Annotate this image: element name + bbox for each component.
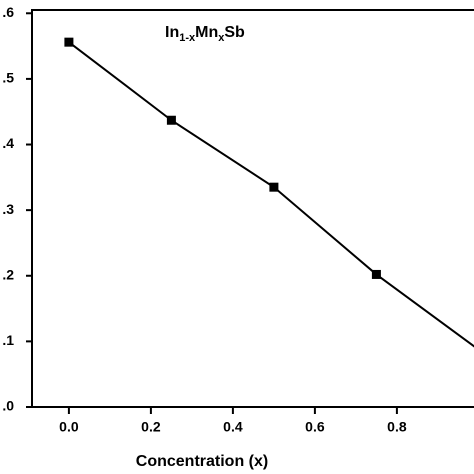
y-tick-label: .0 bbox=[2, 398, 14, 414]
data-point bbox=[166, 115, 176, 125]
x-tick-label: 0.2 bbox=[141, 419, 161, 435]
annotation-part: Mn bbox=[195, 24, 218, 41]
x-tick-label: 0.6 bbox=[305, 419, 325, 435]
annotation-part: In bbox=[165, 24, 179, 41]
annotation-part: Sb bbox=[224, 24, 245, 41]
y-tick-label: .2 bbox=[2, 266, 14, 282]
y-tick-label: .4 bbox=[2, 135, 14, 151]
data-line bbox=[68, 41, 474, 348]
data-point bbox=[371, 269, 381, 279]
annotation-part: x bbox=[218, 32, 225, 44]
plot-frame bbox=[31, 9, 474, 408]
y-tick-label: .3 bbox=[2, 201, 14, 217]
y-tick-label: .5 bbox=[2, 70, 14, 86]
annotation-part: 1-x bbox=[179, 32, 196, 44]
data-point bbox=[64, 37, 74, 47]
x-tick-label: 0.0 bbox=[59, 419, 79, 435]
x-tick-label: 0.8 bbox=[387, 419, 407, 435]
x-tick-label: 0.4 bbox=[223, 419, 243, 435]
y-tick-label: .1 bbox=[2, 332, 14, 348]
x-axis-label: Concentration (x) bbox=[136, 453, 268, 470]
annotation: In1-xMnxSb bbox=[165, 24, 245, 44]
data-point bbox=[269, 182, 279, 192]
y-tick-label: .6 bbox=[2, 4, 14, 20]
